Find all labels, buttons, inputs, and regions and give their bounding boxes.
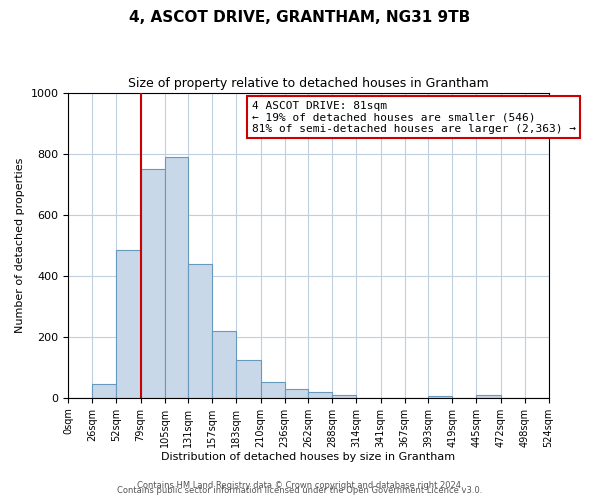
Bar (92, 384, 116, 398)
Bar (261, 382, 284, 398)
Bar (308, 392, 332, 398)
Text: Contains HM Land Registry data © Crown copyright and database right 2024.: Contains HM Land Registry data © Crown c… (137, 481, 463, 490)
Text: 4 ASCOT DRIVE: 81sqm
← 19% of detached houses are smaller (546)
81% of semi-deta: 4 ASCOT DRIVE: 81sqm ← 19% of detached h… (251, 100, 575, 134)
Bar (332, 395, 356, 398)
Bar (212, 331, 236, 398)
Bar (188, 264, 212, 398)
Bar (236, 360, 261, 398)
Bar (476, 396, 501, 398)
Text: Contains public sector information licensed under the Open Government Licence v3: Contains public sector information licen… (118, 486, 482, 495)
Bar (428, 396, 452, 398)
Bar (164, 157, 188, 398)
Bar (116, 250, 140, 398)
Title: Size of property relative to detached houses in Grantham: Size of property relative to detached ho… (128, 78, 489, 90)
Bar (284, 388, 308, 398)
Text: 4, ASCOT DRIVE, GRANTHAM, NG31 9TB: 4, ASCOT DRIVE, GRANTHAM, NG31 9TB (130, 10, 470, 25)
X-axis label: Distribution of detached houses by size in Grantham: Distribution of detached houses by size … (161, 452, 455, 462)
Y-axis label: Number of detached properties: Number of detached properties (15, 158, 25, 333)
Bar (140, 170, 164, 398)
